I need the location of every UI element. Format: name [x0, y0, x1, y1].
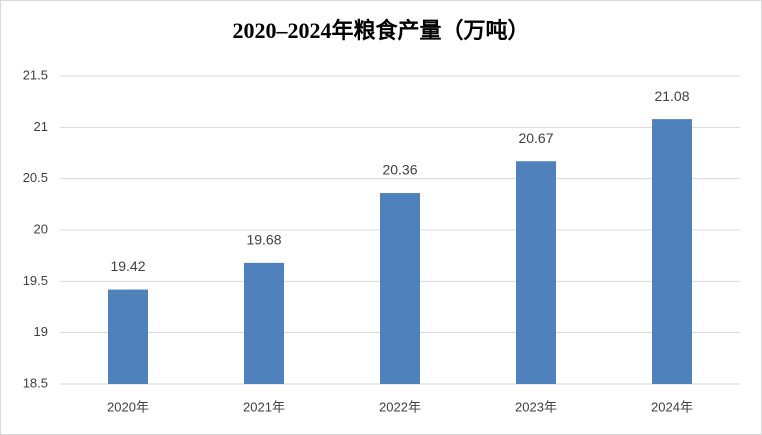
data-label: 19.42: [110, 258, 145, 274]
bar: [652, 119, 692, 385]
data-label: 21.08: [654, 88, 689, 104]
x-tick-label: 2024年: [651, 399, 693, 414]
y-tick-label: 21.5: [23, 67, 48, 82]
bar: [108, 289, 148, 384]
data-label: 20.36: [382, 162, 417, 178]
x-tick-label: 2021年: [243, 399, 285, 414]
chart-title: 2020–2024年粮食产量（万吨）: [232, 18, 529, 43]
y-tick-label: 20: [34, 221, 48, 236]
y-tick-label: 19: [34, 324, 48, 339]
y-tick-label: 18.5: [23, 375, 48, 390]
bar: [380, 193, 420, 384]
y-tick-label: 19.5: [23, 273, 48, 288]
data-label: 20.67: [518, 130, 553, 146]
bar: [244, 262, 284, 384]
x-tick-label: 2023年: [515, 399, 557, 414]
x-tick-label: 2020年: [107, 399, 149, 414]
y-tick-label: 21: [34, 119, 48, 134]
y-tick-label: 20.5: [23, 170, 48, 185]
data-label: 19.68: [246, 232, 281, 248]
x-tick-label: 2022年: [379, 399, 421, 414]
bar: [516, 161, 556, 384]
